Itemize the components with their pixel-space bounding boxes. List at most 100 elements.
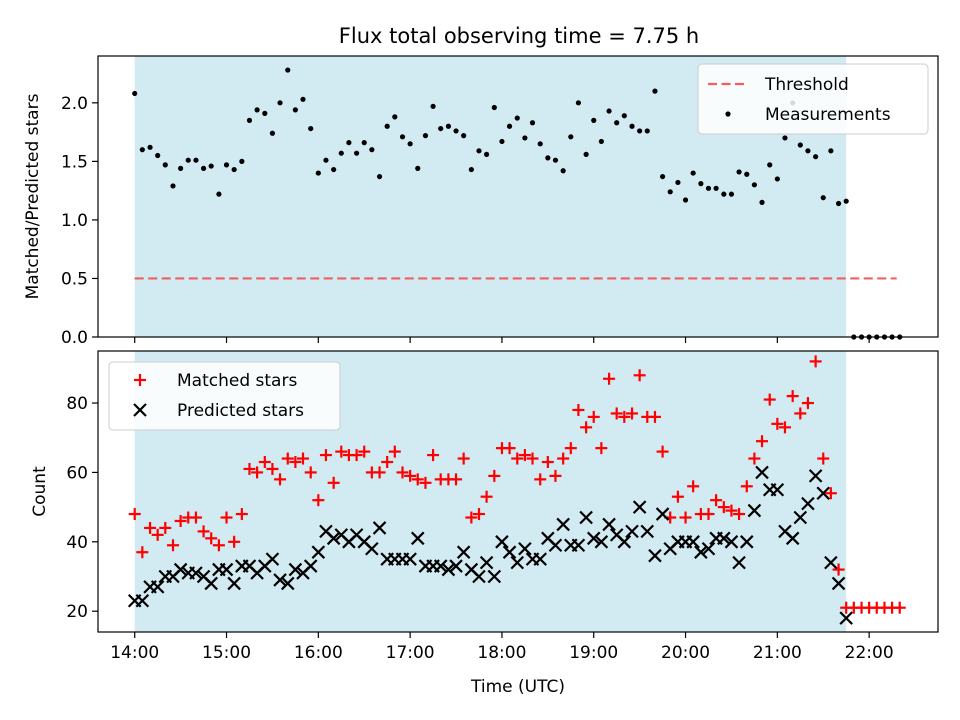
bot-y-tick-label: 80 <box>66 394 88 414</box>
matched-star-point <box>824 487 837 500</box>
x-tick-label: 17:00 <box>386 643 435 663</box>
predicted-star-point <box>487 569 502 584</box>
measurement-point <box>155 152 161 159</box>
predicted-star-point <box>839 611 853 625</box>
matched-star-point <box>671 490 684 503</box>
matched-star-point <box>817 452 830 465</box>
measurement-point <box>721 191 727 197</box>
matched-star-point <box>251 466 264 479</box>
predicted-star-point <box>410 531 425 546</box>
top-panel: 0.00.51.01.52.0 Matched/Predicted stars … <box>23 55 939 348</box>
matched-star-point <box>266 462 279 475</box>
predicted-star-point-b <box>288 562 303 577</box>
measurement-point <box>675 179 681 186</box>
predicted-star-point <box>472 569 486 584</box>
matched-star-point <box>511 452 524 465</box>
measurement-point <box>468 166 474 173</box>
matched-star-point <box>167 539 180 552</box>
matched-star-point <box>388 445 401 458</box>
predicted-star-point <box>732 555 746 570</box>
predicted-star-point <box>441 562 456 577</box>
predicted-star-point-b <box>487 569 502 584</box>
matched-star-point <box>740 480 753 493</box>
matched-star-point <box>136 546 149 559</box>
matched-star-point <box>335 445 348 458</box>
measurement-point <box>461 133 467 139</box>
predicted-star-point-b <box>839 611 853 625</box>
measurement-point <box>361 140 367 146</box>
predicted-star-point <box>189 566 203 580</box>
predicted-star-point-b <box>785 531 800 546</box>
measurement-point <box>499 138 505 145</box>
predicted-star-point-b <box>280 576 295 591</box>
matched-star-point <box>404 469 417 482</box>
measurement-point <box>568 134 574 140</box>
matched-star-point <box>786 390 799 403</box>
measurement-point <box>162 162 168 168</box>
predicted-star-point <box>204 576 218 591</box>
predicted-star-point-b <box>410 531 425 546</box>
matched-star-point <box>450 473 463 486</box>
top-legend: Threshold Measurements <box>697 63 929 135</box>
matched-legend-label: Matched stars <box>177 371 297 391</box>
predicted-star-point <box>739 535 754 549</box>
bottom-panel: 20 40 60 80 14:00 15:00 16:00 17:00 18:00 19:00 20… <box>30 350 939 697</box>
predicted-star-point-b <box>472 569 486 584</box>
top-y-axis-label: Matched/Predicted stars <box>23 93 43 299</box>
matched-legend-marker <box>134 374 146 386</box>
predicted-star-point-b <box>349 528 364 542</box>
bot-frame <box>97 350 939 633</box>
predicted-star-point-b <box>219 562 234 577</box>
predicted-star-point-b <box>701 541 716 556</box>
matched-star-point <box>419 476 432 489</box>
matched-star-point <box>205 532 218 545</box>
matched-star-point <box>427 449 440 462</box>
matched-star-point <box>350 449 363 462</box>
predicted-star-point-b <box>717 531 731 546</box>
measurement-point <box>560 168 566 174</box>
matched-star-point <box>587 410 600 423</box>
matched-star-point <box>381 456 394 469</box>
predicted-star-point-b <box>533 552 547 566</box>
matched-star-point <box>488 469 501 482</box>
matched-star-point <box>725 504 738 517</box>
measurement-point <box>415 165 421 171</box>
matched-star-point <box>733 508 746 521</box>
predicted-star-point-b <box>518 541 532 556</box>
predicted-star-point <box>648 548 662 563</box>
x-axis-label: Time (UTC) <box>470 677 565 697</box>
measurement-point <box>598 138 604 145</box>
predicted-star-point <box>150 580 165 594</box>
predicted-legend-marker <box>133 403 147 417</box>
bot-y-tick-label: 40 <box>66 533 88 553</box>
bottom-y-axis-label: Count <box>30 466 50 517</box>
predicted-star-point <box>793 510 808 525</box>
predicted-star-point-b <box>449 559 463 573</box>
predicted-star-point-b <box>173 562 188 577</box>
measurement-point <box>606 108 612 114</box>
matched-star-point <box>174 514 187 527</box>
measurement-point <box>246 117 253 123</box>
predicted-star-point-b <box>625 524 639 539</box>
threshold-legend-label: Threshold <box>764 75 849 95</box>
matched-star-point <box>580 421 593 434</box>
matched-star-point <box>411 473 424 486</box>
matched-star-point <box>763 393 776 406</box>
matched-star-point <box>893 601 906 614</box>
measurement-point <box>736 169 742 175</box>
matched-star-point <box>832 563 845 576</box>
predicted-star-point <box>311 545 326 559</box>
measurement-point <box>338 150 344 156</box>
measurement-point <box>644 128 650 134</box>
x-tick-label: 21:00 <box>753 643 802 663</box>
predicted-star-point-b <box>303 559 318 573</box>
predicted-star-point-b <box>778 524 792 539</box>
predicted-star-point-b <box>189 566 203 580</box>
predicted-star-point <box>594 535 609 549</box>
predicted-star-point <box>640 524 655 539</box>
top-y-tick-label: 0.0 <box>61 328 88 348</box>
measurement-point <box>843 198 849 204</box>
predicted-legend-label: Predicted stars <box>177 401 304 421</box>
predicted-star-point <box>724 535 739 549</box>
